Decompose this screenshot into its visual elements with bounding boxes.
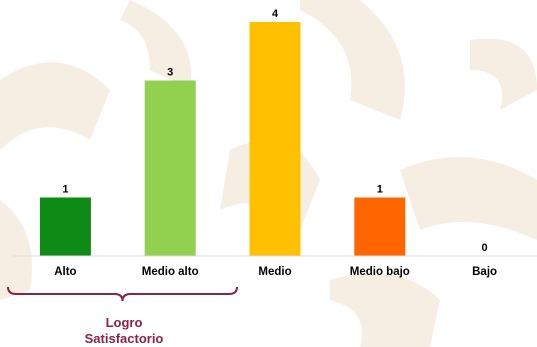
tick-labels-layer: Alto Medio alto Medio Medio bajo Bajo — [54, 266, 497, 278]
tick-label-alto: Alto — [54, 266, 76, 278]
tick-label-medio-alto: Medio alto — [142, 266, 199, 278]
background-shape — [470, 38, 537, 111]
tick-label-medio: Medio — [258, 266, 291, 278]
background-shape — [400, 157, 537, 240]
value-label-medio: 4 — [272, 8, 279, 20]
background-shape — [0, 200, 32, 300]
background-shape — [300, 0, 405, 120]
group-brace — [7, 286, 238, 302]
bar-medio-bajo — [354, 197, 406, 256]
bar-alto — [39, 197, 91, 256]
bar-medio-alto — [144, 80, 196, 256]
group-label-line2: Satisfactorio — [85, 331, 164, 346]
value-label-medio-alto: 3 — [167, 67, 173, 79]
tick-label-bajo: Bajo — [472, 266, 497, 278]
value-label-bajo: 0 — [482, 242, 488, 254]
tick-label-medio-bajo: Medio bajo — [350, 266, 410, 278]
group-label-line1: Logro — [106, 315, 143, 330]
value-label-alto: 1 — [62, 184, 68, 196]
bar-medio — [249, 22, 301, 256]
bars-layer — [39, 22, 406, 256]
background-shape — [120, 0, 192, 90]
value-label-medio-bajo: 1 — [377, 184, 383, 196]
background-shape — [0, 62, 110, 150]
background-shape — [330, 273, 440, 347]
value-labels-layer: 1 3 4 1 0 — [62, 8, 487, 254]
